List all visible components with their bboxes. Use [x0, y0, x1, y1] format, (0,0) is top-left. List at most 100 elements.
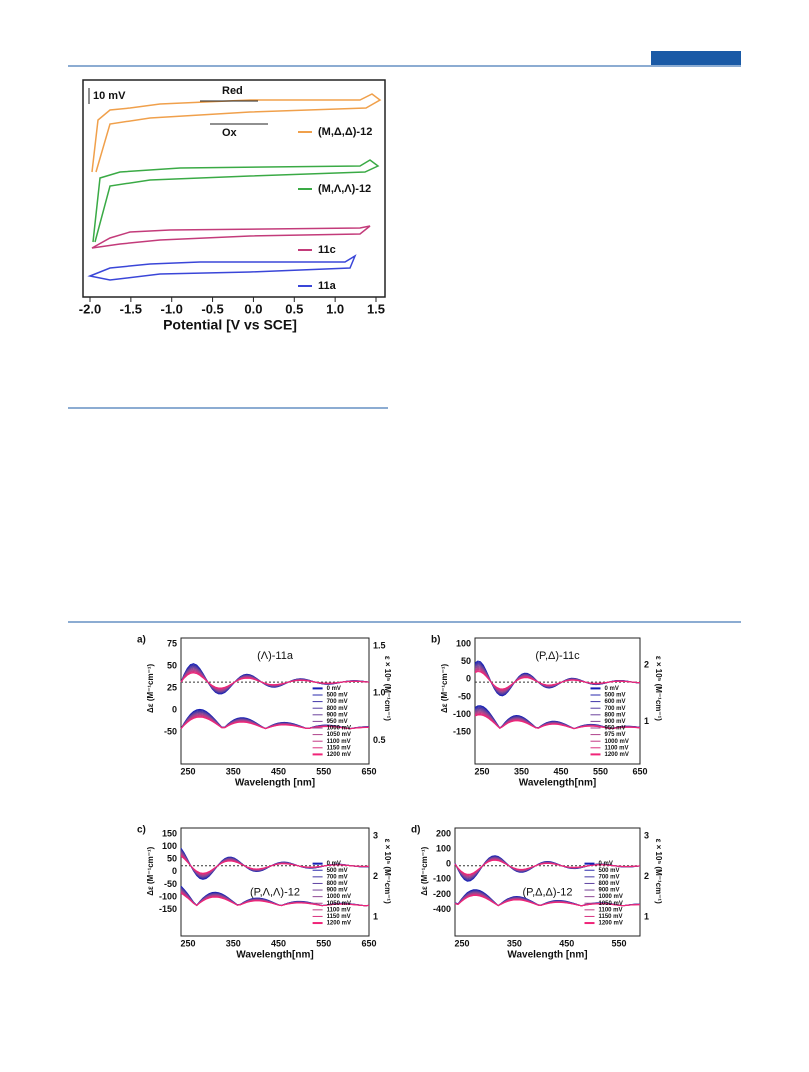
legend-label: 1000 mV — [327, 726, 351, 732]
x-axis-label: Wavelength[nm] — [519, 778, 596, 789]
legend-label: 1100 mV — [327, 907, 351, 913]
legend-label: 1050 mV — [327, 732, 351, 738]
x-tick-label: 350 — [514, 766, 529, 776]
plot-frame — [454, 827, 641, 937]
legend-label: 1150 mV — [599, 914, 623, 920]
x-tick-label: -0.5 — [201, 301, 223, 316]
x-tick-label: -1.5 — [120, 301, 142, 316]
legend-label: 0 mV — [327, 686, 341, 692]
legend-label: 800 mV — [327, 706, 348, 712]
ox-label: Ox — [222, 127, 238, 139]
y2-tick-label: 1 — [373, 911, 378, 921]
legend-label: 900 mV — [327, 712, 348, 718]
y2-axis-label: ε × 10⁵ (M⁻¹cm⁻¹) — [383, 839, 392, 904]
abs-curve — [474, 714, 641, 730]
y-tick-label: 200 — [436, 828, 451, 838]
y2-tick-label: 1 — [644, 716, 649, 726]
legend-label: 700 mV — [327, 699, 348, 705]
y-tick-label: 50 — [461, 656, 471, 666]
legend-label: 1000 mV — [327, 894, 351, 900]
y-tick-label: 0 — [172, 705, 177, 715]
legend-label: 700 mV — [605, 706, 626, 712]
trace-label: (M,Λ,Λ)-12 — [318, 183, 371, 195]
y-tick-label: 25 — [167, 682, 177, 692]
legend-label: 800 mV — [599, 881, 620, 887]
y2-tick-label: 0.5 — [373, 735, 386, 745]
y2-tick-label: 1.5 — [373, 640, 386, 650]
legend-label: 900 mV — [327, 888, 348, 894]
panel-label: d) — [411, 825, 420, 836]
y-tick-label: 150 — [162, 828, 177, 838]
y-tick-label: -100 — [453, 709, 471, 719]
legend-label: 1050 mV — [599, 901, 623, 907]
y-tick-label: 0 — [466, 674, 471, 684]
red-label: Red — [222, 85, 243, 97]
x-axis-label: Wavelength [nm] — [235, 778, 315, 789]
legend-label: 500 mV — [327, 868, 348, 874]
legend-label: 500 mV — [599, 868, 620, 874]
y2-axis-label: ε × 10⁵ (M⁻¹cm⁻¹) — [383, 656, 392, 721]
legend-label: 1150 mV — [327, 914, 351, 920]
abs-curve — [454, 895, 640, 907]
legend-label: 950 mV — [327, 719, 348, 725]
y2-tick-label: 2 — [644, 871, 649, 881]
legend-label: 1100 mV — [599, 907, 623, 913]
x-tick-label: 250 — [180, 938, 195, 948]
y-tick-label: -150 — [453, 727, 471, 737]
legend-label: 500 mV — [605, 693, 626, 699]
legend-label: 975 mV — [605, 732, 626, 738]
cv-curve — [91, 93, 382, 173]
y-tick-label: 100 — [456, 638, 471, 648]
y-tick-label: -50 — [164, 727, 177, 737]
x-axis-label: Wavelength[nm] — [236, 950, 313, 961]
trace-label: 11c — [318, 244, 336, 256]
x-tick-label: 650 — [361, 938, 376, 948]
y-tick-label: 50 — [167, 854, 177, 864]
plot-frame — [180, 827, 370, 937]
legend-label: 1200 mV — [327, 752, 351, 758]
y-tick-label: 75 — [167, 638, 177, 648]
scale-label: 10 mV — [93, 90, 126, 102]
legend-label: 0 mV — [599, 861, 613, 867]
panel-label: a) — [137, 635, 146, 646]
cv-figure: 10 mV Red Ox Potential [V vs SCE] — [82, 79, 386, 333]
y2-tick-label: 2 — [373, 871, 378, 881]
y-tick-label: -100 — [433, 874, 451, 884]
legend-label: 600 mV — [605, 699, 626, 705]
y-tick-label: -200 — [433, 889, 451, 899]
x-tick-label: 450 — [559, 938, 574, 948]
x-tick-label: 550 — [316, 938, 331, 948]
y-tick-label: 0 — [172, 866, 177, 876]
cv-curve — [87, 254, 357, 281]
header-block — [651, 51, 741, 65]
x-tick-label: 250 — [474, 766, 489, 776]
x-tick-label: 450 — [271, 766, 286, 776]
x-tick-label: 250 — [454, 938, 469, 948]
y2-tick-label: 3 — [644, 830, 649, 840]
cd-curve — [474, 670, 641, 690]
cd-curve — [454, 859, 641, 875]
panel-label: b) — [431, 635, 440, 646]
y-tick-label: -150 — [159, 904, 177, 914]
x-tick-label: 350 — [507, 938, 522, 948]
y-tick-label: -50 — [458, 691, 471, 701]
cv-curve — [91, 225, 371, 249]
legend-label: 900 mV — [605, 719, 626, 725]
x-tick-label: -2.0 — [79, 301, 101, 316]
x-tick-label: 1.0 — [326, 301, 344, 316]
legend-label: 1200 mV — [327, 921, 351, 927]
cd-curve — [180, 672, 370, 689]
y2-tick-label: 3 — [373, 830, 378, 840]
x-tick-label: 550 — [612, 938, 627, 948]
y-tick-label: -400 — [433, 904, 451, 914]
abs-curve — [180, 892, 370, 907]
x-tick-label: 550 — [316, 766, 331, 776]
legend-label: 500 mV — [327, 693, 348, 699]
legend-label: 1200 mV — [599, 921, 623, 927]
y-axis-label: Δε (M⁻¹cm⁻¹) — [440, 664, 449, 713]
x-tick-label: 0.0 — [244, 301, 262, 316]
legend-label: 1100 mV — [327, 739, 351, 745]
x-tick-label: 550 — [593, 766, 608, 776]
legend-label: 900 mV — [599, 888, 620, 894]
